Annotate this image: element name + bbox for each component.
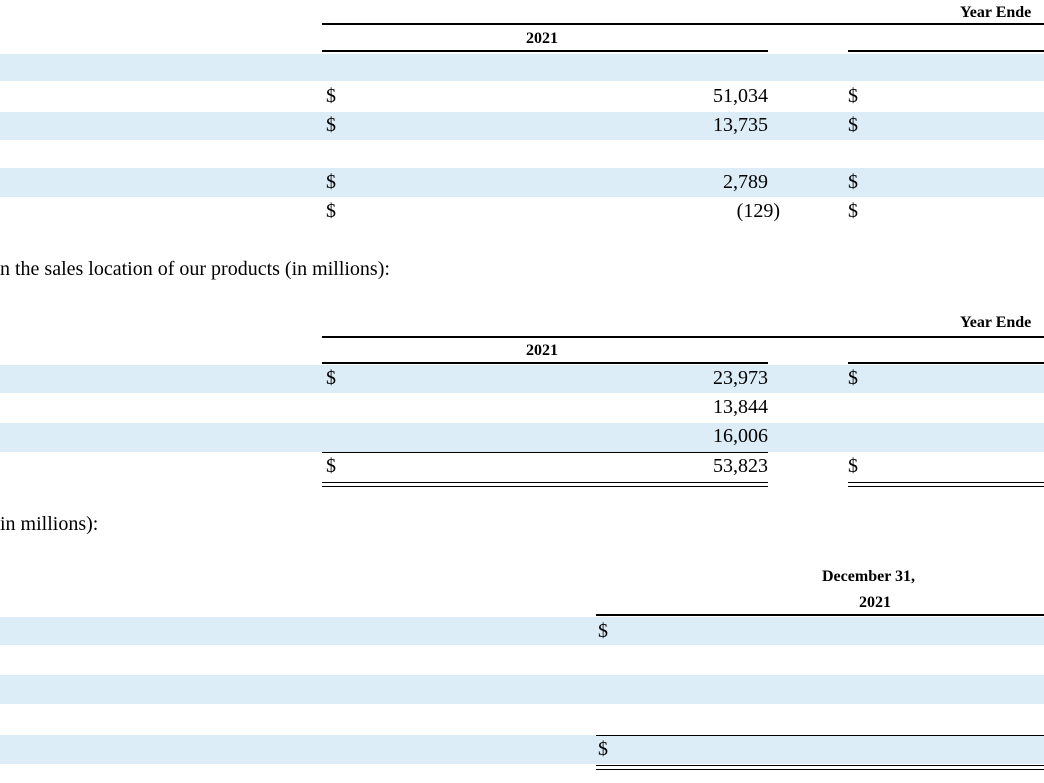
table-2-row-4-currency: $ [326,455,336,477]
table-1-row-3-value: 2,789 [723,171,768,193]
table-3-total-rule [596,735,1044,736]
table-2-row-1-value: 23,973 [713,367,768,389]
table-1-row-1-currency: $ [326,85,336,107]
table-2-band [0,365,1044,393]
paragraph-in-millions: in millions): [0,513,99,535]
table-2-year-rule-1 [322,362,768,364]
table-3-double-rule [596,765,1044,766]
table-2-band [0,423,1044,452]
table-2-header-year: 2021 [526,342,558,359]
table-3-band [0,617,1044,645]
table-3-band [0,675,1044,704]
table-2-row-1-currency: $ [326,367,336,389]
table-2-header-group: Year Ende [960,314,1032,331]
table-2-header-rule [322,336,1044,338]
table-1-row-4-value: (129) [736,200,780,222]
table-2-total-rule [322,452,768,453]
table-1-year-rule-2 [848,50,1044,52]
table-1-row-2-value: 13,735 [713,114,768,136]
table-3-header-line-2: 2021 [859,594,891,611]
table-1-header-rule [322,23,1044,25]
table-2-row-4-currency-2: $ [848,455,858,477]
table-1-band [0,54,1044,81]
table-2-double-rule [322,486,768,487]
table-1-row-4-currency-2: $ [848,200,858,222]
table-1-row-3-currency: $ [326,171,336,193]
table-1-row-4-currency: $ [326,200,336,222]
table-3-row-5-currency: $ [598,738,608,760]
table-1-row-1-value: 51,034 [713,85,768,107]
table-2-double-rule [848,486,1044,487]
table-1-header-year: 2021 [526,30,558,47]
table-3-band [0,735,1044,764]
table-1-row-3-currency-2: $ [848,171,858,193]
table-3-row-1-currency: $ [598,620,608,642]
table-3-header-rule [596,614,1044,616]
table-1-band [0,112,1044,140]
table-2-row-3-value: 16,006 [713,425,768,447]
table-2-row-2-value: 13,844 [713,396,768,418]
table-1-header-group: Year Ende [960,4,1032,21]
table-1-row-1-currency-2: $ [848,85,858,107]
table-2-double-rule [322,482,768,483]
table-1-row-2-currency: $ [326,114,336,136]
table-1-band [0,168,1044,197]
paragraph-sales-location: n the sales location of our products (in… [0,258,390,280]
table-2-row-4-value: 53,823 [713,455,768,477]
table-1-year-rule-1 [322,50,768,52]
table-2-year-rule-2 [848,362,1044,364]
table-2-double-rule [848,482,1044,483]
table-1-row-2-currency-2: $ [848,114,858,136]
table-2-row-1-currency-2: $ [848,367,858,389]
table-3-header-line-1: December 31, [822,568,915,585]
table-3-double-rule [596,769,1044,770]
